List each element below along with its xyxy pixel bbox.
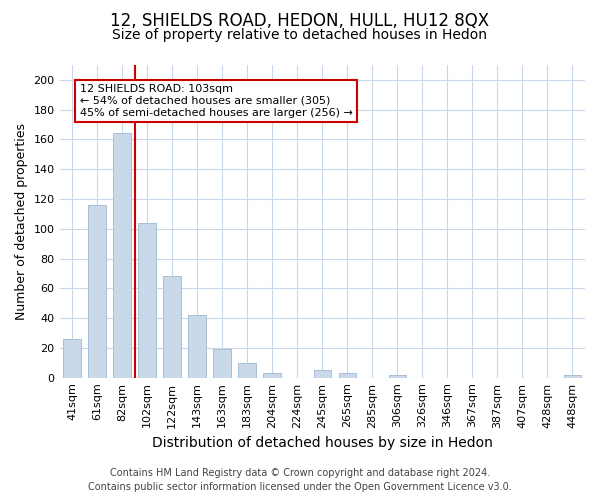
Text: 12, SHIELDS ROAD, HEDON, HULL, HU12 8QX: 12, SHIELDS ROAD, HEDON, HULL, HU12 8QX: [110, 12, 490, 30]
Text: 12 SHIELDS ROAD: 103sqm
← 54% of detached houses are smaller (305)
45% of semi-d: 12 SHIELDS ROAD: 103sqm ← 54% of detache…: [80, 84, 352, 117]
Bar: [314, 370, 331, 378]
Y-axis label: Number of detached properties: Number of detached properties: [15, 123, 28, 320]
Text: Contains HM Land Registry data © Crown copyright and database right 2024.
Contai: Contains HM Land Registry data © Crown c…: [88, 468, 512, 492]
X-axis label: Distribution of detached houses by size in Hedon: Distribution of detached houses by size …: [152, 436, 493, 450]
Bar: [214, 350, 231, 378]
Bar: [88, 205, 106, 378]
Bar: [338, 373, 356, 378]
Bar: [63, 339, 81, 378]
Bar: [163, 276, 181, 378]
Text: Size of property relative to detached houses in Hedon: Size of property relative to detached ho…: [113, 28, 487, 42]
Bar: [564, 374, 581, 378]
Bar: [113, 134, 131, 378]
Bar: [389, 374, 406, 378]
Bar: [263, 373, 281, 378]
Bar: [238, 363, 256, 378]
Bar: [188, 315, 206, 378]
Bar: [139, 223, 156, 378]
